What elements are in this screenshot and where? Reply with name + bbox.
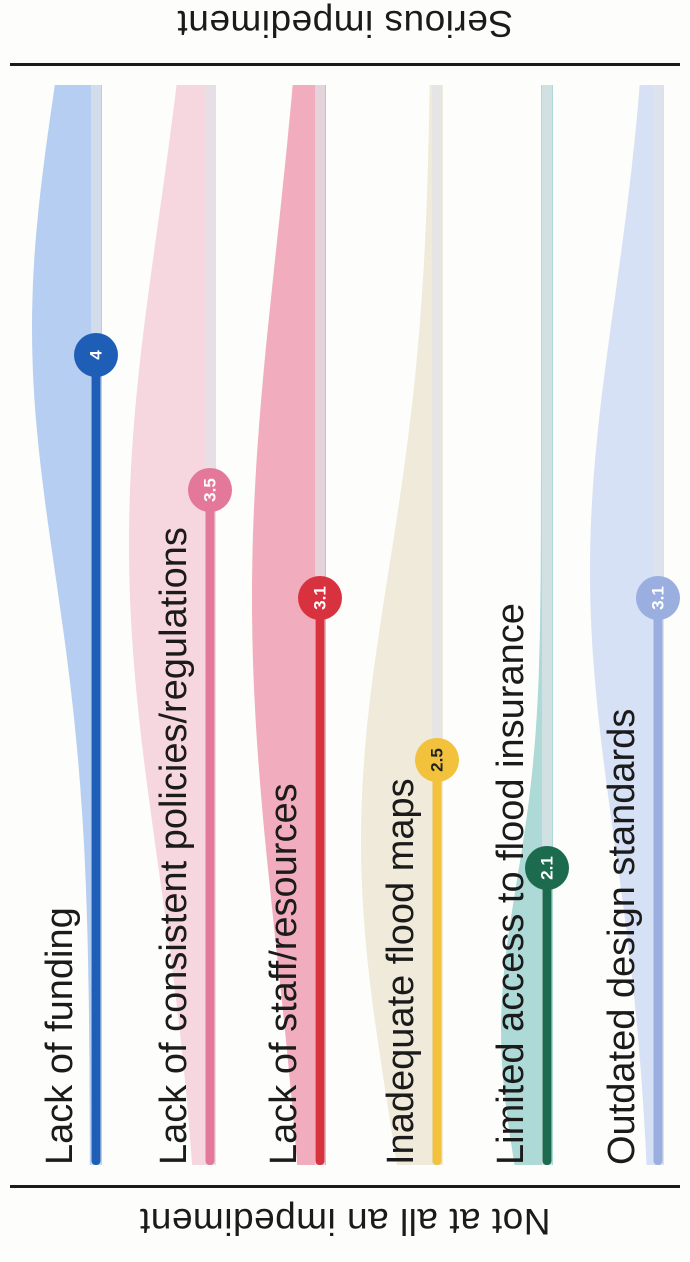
violin-shape (252, 85, 326, 1165)
lollipop-head (188, 468, 232, 512)
lollipop-head (525, 846, 569, 890)
value-label: 3.5 (201, 478, 220, 502)
scale-track (542, 85, 552, 1165)
lollipop-head (74, 333, 118, 377)
bottom-end-label: Not at all an impediment (139, 1201, 551, 1242)
category-label: Outdated design standards (601, 709, 643, 1165)
violin-shape (501, 85, 553, 1165)
value-label: 3.1 (649, 586, 668, 610)
lollipop-stem (315, 598, 325, 1165)
lollipop-stem (653, 598, 663, 1165)
violin-shape (590, 85, 664, 1165)
value-label: 4 (87, 350, 106, 360)
violin-shape (129, 85, 216, 1165)
category-label: Inadequate flood maps (380, 778, 422, 1165)
value-label: 2.1 (538, 856, 557, 880)
lollipop-stem (432, 760, 442, 1165)
value-label: 2.5 (428, 748, 447, 772)
lollipop-head (298, 576, 342, 620)
category-label: Lack of consistent policies/regulations (153, 527, 195, 1165)
lollipop-stem (91, 355, 101, 1165)
category-label: Lack of staff/resources (263, 783, 305, 1165)
category-label: Limited access to flood insurance (490, 603, 532, 1165)
category-label: Lack of funding (39, 907, 81, 1165)
violin-shape (361, 85, 443, 1165)
bottom-axis-rule (10, 1185, 680, 1188)
lollipop-head (415, 738, 459, 782)
scale-track (432, 85, 442, 1165)
lollipop-stem (542, 868, 552, 1165)
value-label: 3.1 (311, 586, 330, 610)
top-axis-rule (10, 63, 680, 66)
lollipop-head (636, 576, 680, 620)
lollipop-stem (205, 490, 215, 1165)
